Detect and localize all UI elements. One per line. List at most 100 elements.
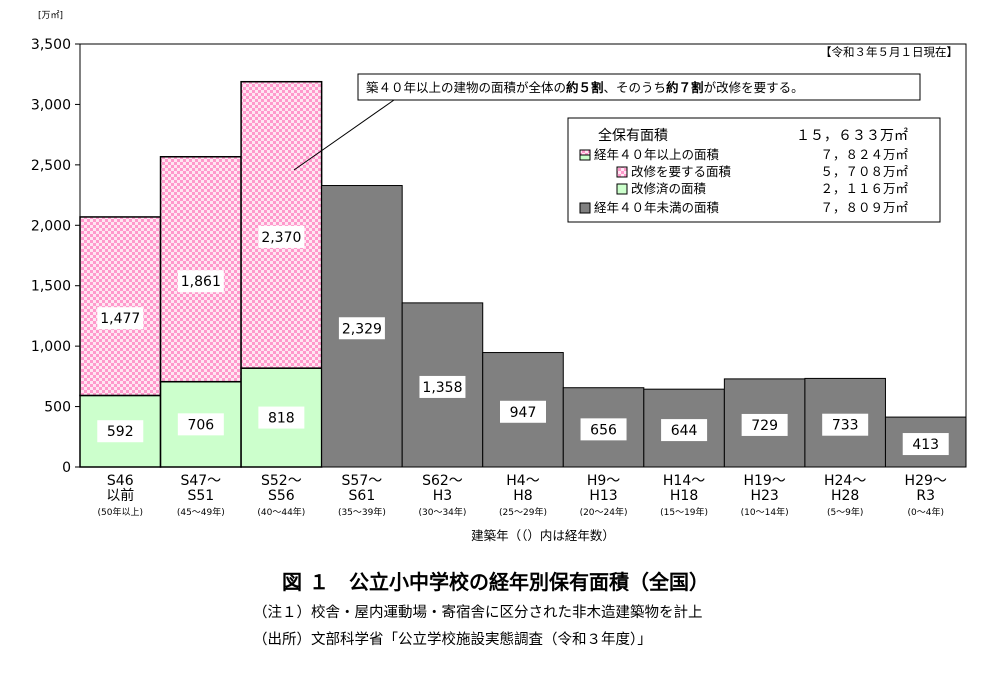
- x-tick-label-2: 以前: [106, 487, 134, 504]
- x-tick-label: H4〜: [506, 473, 539, 489]
- x-tick-label-2: H8: [513, 488, 532, 504]
- value-label-box: [902, 433, 949, 456]
- x-tick-age: (15〜19年): [660, 506, 708, 518]
- legend-swatch-split-top: [579, 149, 591, 156]
- y-tick-label: 1,000: [31, 339, 71, 355]
- x-tick-label: S46: [107, 473, 134, 489]
- value-label: 2,329: [342, 321, 382, 337]
- legend-swatch-gray: [579, 202, 591, 214]
- callout-box: [357, 73, 921, 101]
- x-axis-label: 建築年（（）内は経年数）: [471, 528, 615, 543]
- callout-part: 約５割: [566, 80, 604, 95]
- y-tick-label: 1,500: [31, 279, 71, 295]
- x-tick-age: (25〜29年): [499, 506, 547, 518]
- value-label-box: [661, 419, 708, 442]
- value-label-box: [822, 413, 869, 436]
- x-tick-label-2: H13: [589, 488, 617, 504]
- bar-needs-renovation: [79, 216, 162, 397]
- value-label-box: [500, 400, 546, 423]
- as-of-label: 【令和３年５月１日現在】: [820, 45, 958, 59]
- callout-part: 、そのうち: [604, 80, 667, 95]
- value-label: 947: [510, 405, 537, 421]
- y-tick-label: 3,000: [31, 97, 71, 113]
- x-tick-label: H19〜: [743, 473, 785, 489]
- legend-item-value: ７，８０９万㎡: [820, 200, 908, 215]
- value-label: 1,861: [181, 274, 221, 290]
- value-label-box: [580, 418, 627, 441]
- axes-group: [万㎡] 0 500 1,000 1,500 2,000 2,500 3,000 3,500 S4…: [31, 10, 947, 543]
- x-tick-label-2: H28: [831, 488, 859, 504]
- figure-note: （注１）校舎・屋内運動場・寄宿舎に区分された非木造建築物を計上: [253, 605, 703, 621]
- y-tick-label: 2,500: [31, 158, 71, 174]
- value-label-box: [258, 406, 305, 429]
- callout-text: 築４０年以上の建物の面積が全体の約５割、そのうち約７割が改修を要する。: [366, 80, 804, 95]
- callout-part: が改修を要する。: [704, 80, 804, 95]
- value-label: 818: [268, 411, 295, 427]
- legend-item-label: 改修済の面積: [631, 181, 707, 196]
- x-tick-label: H9〜: [587, 473, 620, 489]
- value-label: 1,477: [100, 311, 140, 327]
- x-tick-label: H14〜: [663, 473, 705, 489]
- value-label-box: [741, 413, 788, 436]
- y-tick-label: 0: [62, 460, 71, 476]
- x-tick-label: S52〜: [261, 473, 302, 489]
- x-tick-label: H29〜: [905, 473, 947, 489]
- x-tick-age: (40〜44年): [257, 506, 305, 518]
- x-tick-label: S47〜: [180, 473, 221, 489]
- unit-label: [万㎡]: [38, 10, 63, 21]
- value-label-box: [97, 307, 144, 330]
- figure-title: 図 １ 公立小中学校の経年別保有面積（全国）: [282, 570, 709, 594]
- value-label: 592: [107, 424, 134, 440]
- value-label: 656: [590, 422, 617, 438]
- x-tick-label-2: R3: [916, 488, 935, 504]
- value-label-box: [338, 317, 385, 340]
- callout-pointer: [293, 99, 395, 171]
- legend-item-value: ５，７０８万㎡: [820, 164, 908, 179]
- legend-item-label: 経年４０年以上の面積: [594, 147, 720, 162]
- x-tick-label-2: S51: [187, 488, 214, 504]
- callout-part: 築４０年以上の建物の面積が全体の: [366, 80, 566, 95]
- x-tick-label-2: H18: [670, 488, 698, 504]
- value-label: 1,358: [422, 380, 462, 396]
- value-label: 706: [187, 417, 214, 433]
- x-tick-age: (0〜4年): [907, 506, 943, 518]
- x-tick-label: S57〜: [342, 473, 383, 489]
- bar-under40: [884, 416, 967, 468]
- y-tick-label: 500: [44, 400, 71, 416]
- legend-item-label: 改修を要する面積: [631, 164, 732, 179]
- chart-svg: [万㎡] 0 500 1,000 1,500 2,000 2,500 3,000 3,500 S4…: [31, 10, 967, 543]
- y-tick-label: 2,000: [31, 218, 71, 234]
- value-label-box: [258, 225, 305, 248]
- value-label-box: [177, 270, 224, 293]
- x-tick-age: (10〜14年): [741, 506, 789, 518]
- value-label: 729: [751, 418, 778, 434]
- x-tick-age: (20〜24年): [580, 506, 628, 518]
- bars-group: [79, 80, 967, 468]
- callout-part: 約７割: [666, 80, 704, 95]
- x-tick-label-2: H23: [750, 488, 778, 504]
- legend-item-value: ７，８２４万㎡: [820, 147, 908, 162]
- value-label: 644: [671, 423, 698, 439]
- annotations-group: 【令和３年５月１日現在】築４０年以上の建物の面積が全体の約５割、そのうち約７割が…: [293, 45, 958, 223]
- bar-needs-renovation: [159, 156, 242, 383]
- value-label: 733: [832, 418, 859, 434]
- x-tick-label: S62〜: [422, 473, 463, 489]
- labels-group: 592 706 818 1,477 1,861 2,370 2,329 1,358 947 656…: [97, 225, 949, 456]
- x-tick-label-2: H3: [433, 488, 452, 504]
- legend-total-value: １５，６３３万㎡: [796, 128, 908, 144]
- legend-box: [567, 117, 941, 223]
- legend-swatch-checker: [616, 166, 628, 178]
- x-tick-age: (5〜9年): [827, 506, 863, 518]
- x-tick-label-2: S61: [349, 488, 376, 504]
- x-tick-label-2: S56: [268, 488, 295, 504]
- y-tick-label: 3,500: [31, 37, 71, 53]
- value-label-box: [97, 420, 144, 443]
- value-label: 413: [912, 437, 939, 453]
- bar-needs-renovation: [240, 80, 323, 369]
- value-label: 2,370: [261, 230, 301, 246]
- legend-swatch-green: [616, 183, 628, 195]
- legend-total-label: 全保有面積: [598, 127, 668, 144]
- bar-under40: [804, 377, 886, 468]
- value-label-box: [419, 375, 466, 398]
- figure-source: （出所）文部科学省「公立学校施設実態調査（令和３年度）」: [253, 632, 652, 648]
